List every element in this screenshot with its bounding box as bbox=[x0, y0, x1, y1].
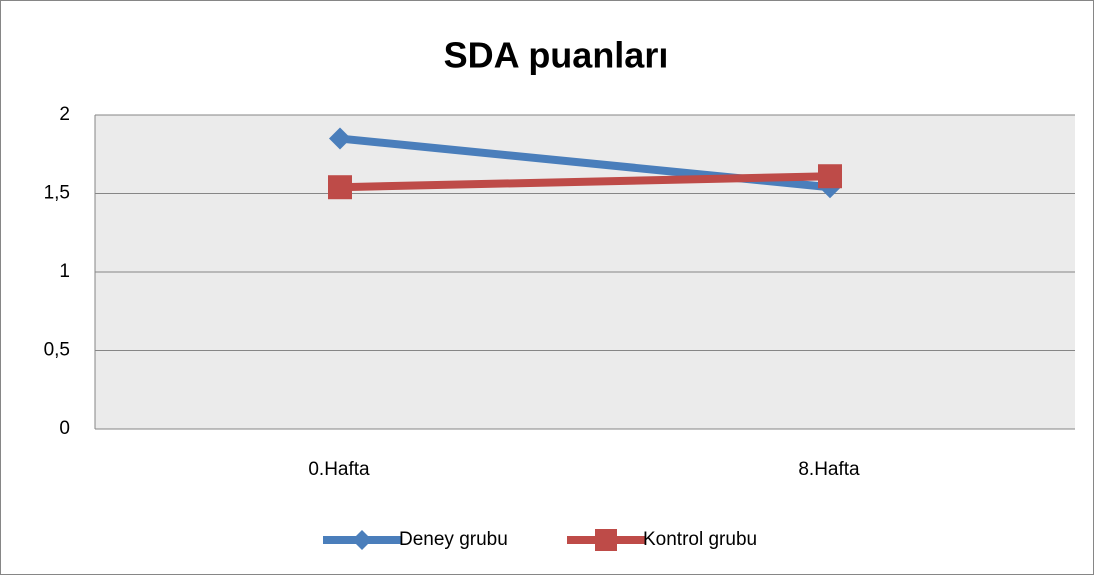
x-tick-label: 0.Hafta bbox=[308, 459, 370, 480]
marker bbox=[818, 164, 842, 189]
legend-marker bbox=[595, 529, 617, 551]
legend-marker bbox=[352, 530, 372, 550]
legend-label: Kontrol grubu bbox=[643, 529, 757, 550]
x-tick-label: 8.Hafta bbox=[798, 459, 860, 480]
legend-label: Deney grubu bbox=[399, 529, 508, 550]
marker bbox=[329, 127, 351, 150]
y-tick-label: 1,5 bbox=[44, 183, 70, 204]
y-tick-label: 1 bbox=[59, 261, 70, 282]
marker bbox=[328, 175, 352, 200]
series-line bbox=[339, 172, 831, 192]
chart-title: SDA puanları bbox=[444, 35, 669, 76]
y-tick-label: 0,5 bbox=[44, 340, 70, 361]
y-tick-label: 0 bbox=[59, 418, 70, 439]
y-tick-label: 2 bbox=[59, 104, 70, 125]
